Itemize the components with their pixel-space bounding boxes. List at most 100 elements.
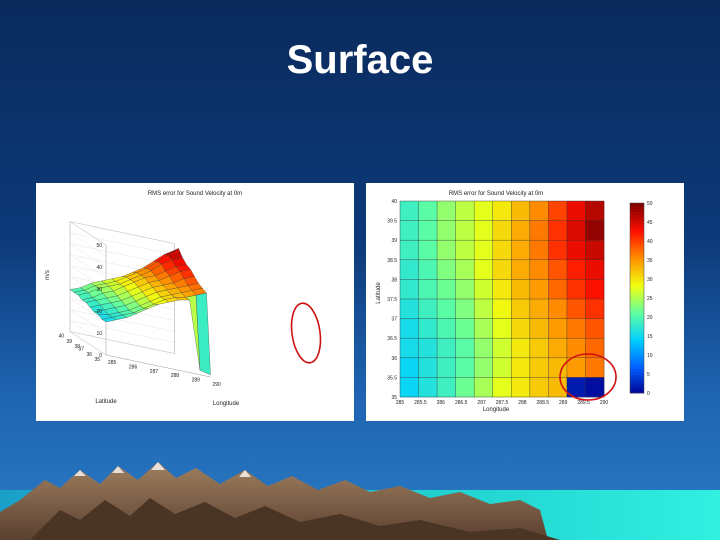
- heatmap-cell: [511, 240, 531, 261]
- heatmap-cell: [400, 240, 419, 261]
- heatmap-cell: [529, 220, 549, 241]
- heatmap-cell: [492, 377, 512, 398]
- heatmap-cell: [511, 357, 531, 378]
- heatmap-y-tick: 39.5: [387, 219, 397, 225]
- colorbar-segment: [630, 289, 644, 293]
- surface-plot-panel: RMS error for Sound Velocity at 0m m/s L…: [36, 183, 354, 421]
- colorbar-tick: 0: [647, 391, 650, 397]
- colorbar-tick: 35: [647, 258, 653, 264]
- heatmap-x-tick: 289.5: [577, 400, 590, 406]
- heatmap-cell: [400, 377, 419, 398]
- heatmap-panel: RMS error for Sound Velocity at 0m Latit…: [366, 183, 684, 421]
- surface-grid-line: [69, 309, 175, 332]
- heatmap-y-tick: 39: [391, 238, 397, 244]
- heatmap-cell: [474, 357, 494, 378]
- heatmap-cell: [511, 220, 531, 241]
- colorbar-segment: [630, 354, 644, 358]
- heatmap-cell: [548, 377, 568, 398]
- heatmap-x-tick: 288.5: [537, 400, 550, 406]
- surface-ylabel: Latitude: [95, 399, 117, 405]
- heatmap-x-tick: 285.5: [414, 400, 427, 406]
- colorbar-segment: [630, 274, 644, 278]
- heatmap-cell: [437, 279, 456, 300]
- colorbar-segment: [630, 265, 644, 269]
- heatmap-cell: [529, 318, 549, 339]
- heatmap-cell: [548, 240, 568, 261]
- surface-y-tick: 37: [78, 347, 84, 353]
- heatmap-xlabel: Longitude: [483, 407, 510, 413]
- heatmap-ylabel: Latitude: [376, 282, 382, 304]
- heatmap-x-tick: 287.5: [496, 400, 509, 406]
- heatmap-cell: [455, 318, 475, 339]
- colorbar-segment: [630, 372, 644, 376]
- surface-facet: [195, 292, 211, 376]
- colorbar-segment: [630, 295, 644, 299]
- surface-highlight-circle: [290, 302, 322, 364]
- heatmap-cell: [455, 279, 475, 300]
- heatmap-cell: [474, 377, 494, 398]
- heatmap-x-tick: 287: [477, 400, 486, 406]
- colorbar-segment: [630, 235, 644, 240]
- colorbar-segment: [630, 315, 644, 320]
- colorbar-segment: [630, 387, 644, 391]
- colorbar-segment: [630, 268, 644, 272]
- colorbar-tick: 30: [647, 277, 653, 283]
- heatmap-cell: [437, 357, 456, 378]
- colorbar-segment: [630, 357, 644, 361]
- heatmap-cell: [437, 377, 456, 398]
- surface-grid-line: [69, 331, 107, 356]
- surface-y-tick: 35: [94, 357, 100, 363]
- colorbar-segment: [630, 253, 644, 257]
- heatmap-cell: [529, 240, 549, 261]
- heatmap-cell: [492, 279, 512, 300]
- heatmap-cell: [418, 357, 438, 378]
- heatmap-cell: [492, 220, 512, 241]
- heatmap-cell: [548, 357, 568, 378]
- colorbar-segment: [630, 300, 644, 305]
- surface-y-tick: 39: [66, 339, 72, 345]
- heatmap-cell: [548, 318, 568, 339]
- surface-title: RMS error for Sound Velocity at 0m: [148, 191, 242, 197]
- heatmap-cell: [511, 279, 531, 300]
- colorbar-tick: 50: [647, 201, 653, 207]
- heatmap-cell: [585, 279, 605, 300]
- heatmap-cell: [529, 259, 549, 280]
- heatmap-x-tick: 286: [437, 400, 446, 406]
- heatmap-cell: [474, 279, 494, 300]
- colorbar-segment: [630, 262, 644, 266]
- colorbar-segment: [630, 339, 644, 343]
- heatmap-cell: [566, 377, 586, 398]
- heatmap-cell: [492, 299, 512, 319]
- colorbar-segment: [630, 321, 644, 326]
- surface-z-tick: 40: [96, 265, 102, 271]
- heatmap-cell: [511, 377, 531, 398]
- surface-x-tick: 288: [171, 373, 180, 379]
- colorbar-segment: [630, 330, 644, 335]
- surface-zlabel: m/s: [45, 270, 51, 280]
- heatmap-cell: [585, 240, 605, 261]
- colorbar-segment: [630, 366, 644, 370]
- surface-y-tick: 40: [58, 334, 64, 340]
- colorbar-segment: [630, 232, 644, 237]
- heatmap-cell: [455, 240, 475, 261]
- surface-z-tick: 0: [99, 353, 102, 359]
- surface-grid-line: [69, 254, 107, 279]
- colorbar-segment: [630, 283, 644, 287]
- heatmap-cell: [511, 259, 531, 280]
- heatmap-cell: [548, 259, 568, 280]
- heatmap-cell: [492, 201, 512, 221]
- heatmap-cell: [437, 201, 456, 221]
- colorbar-segment: [630, 238, 644, 242]
- heatmap-cell: [400, 357, 419, 378]
- surface-z-tick: 20: [96, 309, 102, 315]
- heatmap-cell: [418, 240, 438, 261]
- colorbar-segment: [630, 306, 644, 311]
- heatmap-cell: [418, 299, 438, 319]
- colorbar-tick: 25: [647, 296, 653, 302]
- colorbar-segment: [630, 345, 644, 349]
- colorbar-segment: [630, 211, 644, 216]
- colorbar-segment: [630, 292, 644, 296]
- heatmap-cell: [492, 259, 512, 280]
- surface-x-tick: 285: [108, 360, 117, 366]
- heatmap-cell: [585, 377, 605, 398]
